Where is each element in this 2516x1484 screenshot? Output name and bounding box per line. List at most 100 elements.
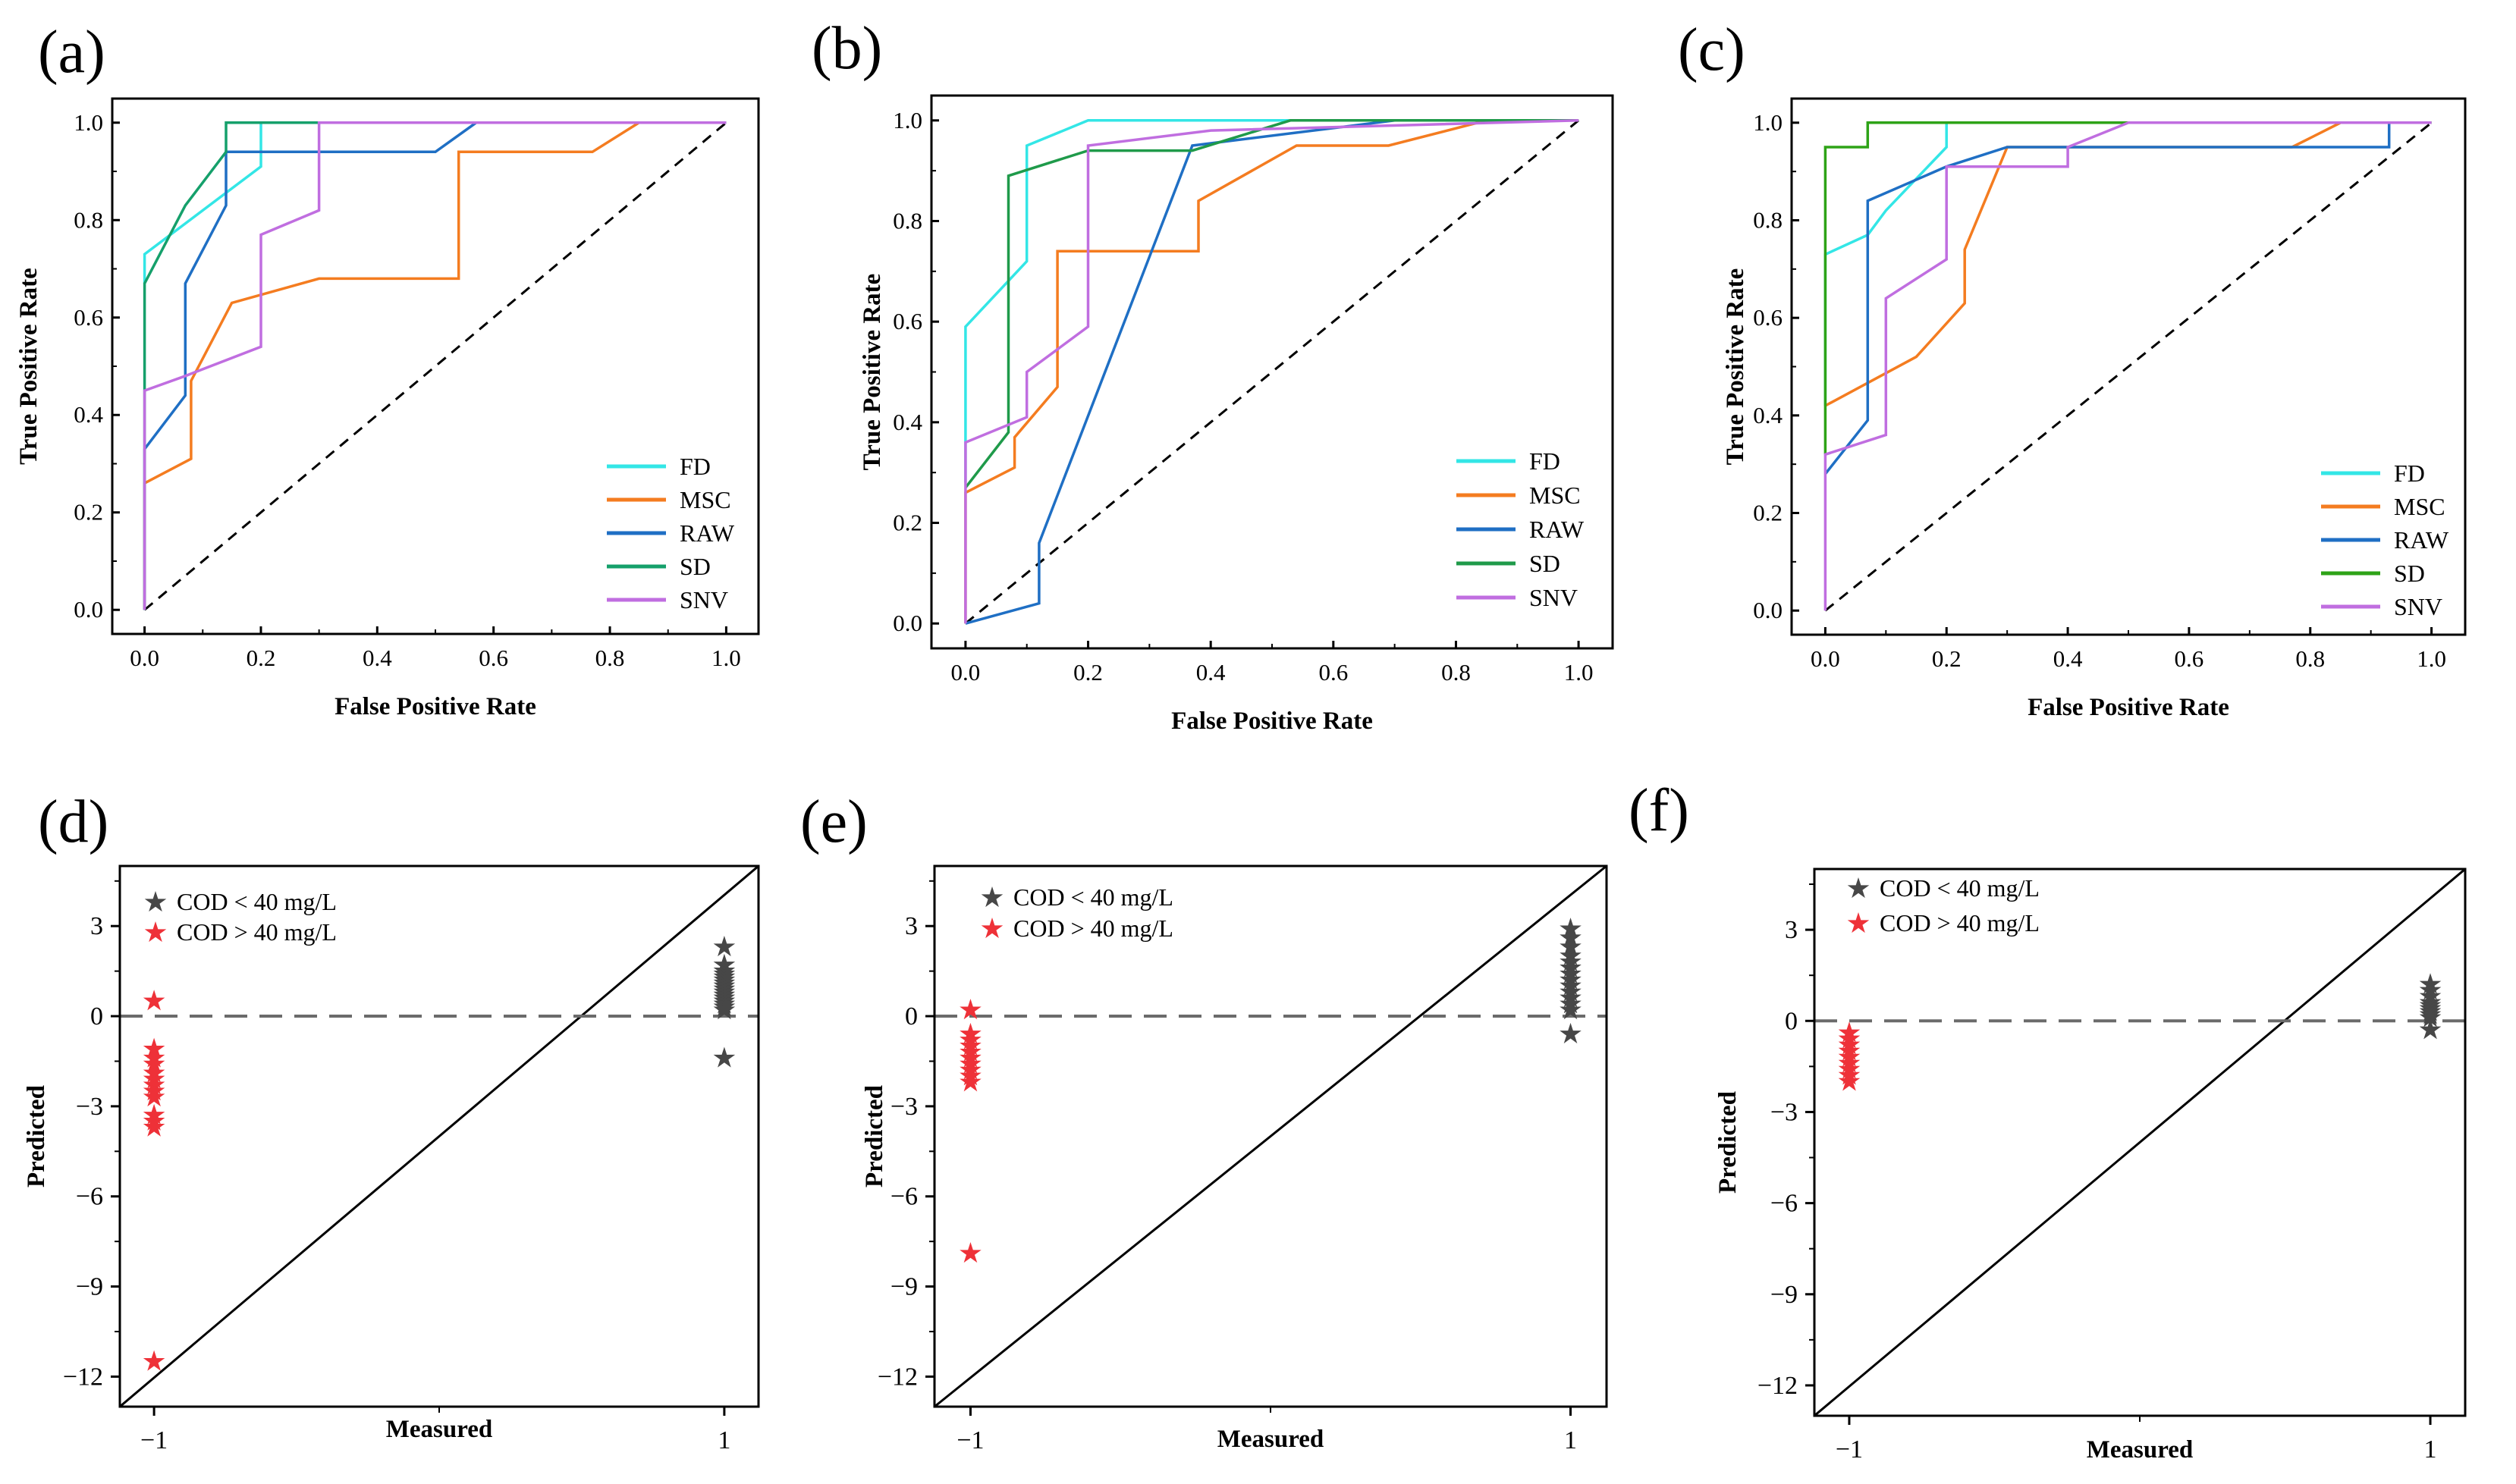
y-tick-label: 3 <box>90 912 103 940</box>
x-tick-label: 1.0 <box>711 645 741 671</box>
panel-c: (c) 0.0 0.2 0.4 0.6 0.8 1.0 0.0 0.2 0.4 0.6 0.8 1.0 F… <box>1678 17 2467 721</box>
legend-label-raw: RAW <box>680 519 735 547</box>
y-tick-label: 0.2 <box>74 499 103 526</box>
x-tick-label: −1 <box>1836 1435 1863 1464</box>
x-tick-label: 0.0 <box>951 659 981 686</box>
legend-label-snv: SNV <box>680 586 728 613</box>
plot-area <box>143 121 727 611</box>
legend-label-low: COD < 40 mg/L <box>1013 883 1173 911</box>
legend-label-msc: MSC <box>1529 482 1581 509</box>
x-axis-title: Measured <box>2087 1436 2194 1464</box>
y-tick-label: 3 <box>1785 916 1798 944</box>
legend-label-high: COD > 40 mg/L <box>177 918 337 946</box>
x-tick-label: 0.6 <box>479 645 508 671</box>
y-axis-title: Predicted <box>23 1085 50 1188</box>
x-tick-label: 0.4 <box>1196 659 1226 686</box>
y-tick-label: 0.6 <box>74 304 103 331</box>
y-tick-label: −9 <box>76 1273 103 1301</box>
legend-label-raw: RAW <box>1529 516 1585 543</box>
plot-area <box>1814 869 2465 1416</box>
plot-area <box>120 866 759 1407</box>
plot-frame <box>930 94 1614 650</box>
legend-label-sd: SD <box>2394 560 2425 587</box>
y-tick-label: 0.0 <box>1753 597 1783 623</box>
x-axis-title: False Positive Rate <box>1171 707 1373 735</box>
y-tick-label: 0.8 <box>74 206 103 233</box>
x-tick-label: 1 <box>1564 1426 1577 1454</box>
y-tick-label: −6 <box>1770 1190 1798 1218</box>
panel-label: (c) <box>1678 17 1745 83</box>
x-tick-label: 0.4 <box>2053 645 2083 672</box>
panel-f: (f) −1 1 3 0 −3 −6 −9 −12 Measured Predicted COD < … <box>1629 777 2467 1464</box>
y-axis-title: Predicted <box>1714 1091 1742 1194</box>
y-tick-label: 1.0 <box>893 107 922 133</box>
y-tick-label: 0.2 <box>1753 500 1783 526</box>
series-line-snv <box>1823 121 2432 611</box>
x-tick-label: 0.4 <box>363 645 392 671</box>
legend: COD < 40 mg/L COD > 40 mg/L <box>981 883 1173 942</box>
series-line-sd <box>143 121 727 610</box>
y-tick-label: −3 <box>1770 1098 1798 1126</box>
legend-label-high: COD > 40 mg/L <box>1880 909 2040 937</box>
y-tick-label: 0 <box>1785 1007 1798 1035</box>
y-tick-label: 0.4 <box>893 409 922 435</box>
legend-label-fd: FD <box>2394 460 2425 487</box>
panel-b: (b) 0.0 0.2 0.4 0.6 0.8 1.0 0.0 0.2 0.4 0.6 0.8 1.0 F… <box>812 15 1614 735</box>
y-tick-label: 0.8 <box>1753 206 1783 233</box>
x-tick-label: 0.0 <box>130 645 159 671</box>
panel-label: (b) <box>812 15 882 82</box>
legend-marker-high <box>144 921 167 943</box>
y-tick-label: 0.6 <box>893 308 922 334</box>
legend-label-sd: SD <box>680 553 711 580</box>
panel-label: (a) <box>38 19 105 86</box>
series-line-msc <box>1824 121 2432 407</box>
legend-label-snv: SNV <box>2394 593 2442 620</box>
x-axis-title: Measured <box>386 1416 493 1443</box>
panel-a: (a) 0.0 0.2 0.4 0.6 0.8 1.0 0.0 0.2 0.4 0.6 0.8 1.0 F… <box>15 19 760 720</box>
y-tick-label: 1.0 <box>74 109 103 136</box>
x-axis-title: False Positive Rate <box>2028 694 2229 721</box>
point-low-0 <box>713 935 736 957</box>
legend: FD MSC RAW SD SNV <box>607 453 735 613</box>
x-tick-label: 0.0 <box>1811 645 1840 672</box>
y-tick-label: 0.4 <box>1753 402 1783 428</box>
point-high-12 <box>143 1350 165 1371</box>
y-tick-label: 0.0 <box>74 596 103 623</box>
x-tick-label: 0.8 <box>2295 645 2325 672</box>
y-tick-label: 0.2 <box>893 510 922 536</box>
x-tick-label: 0.6 <box>2175 645 2204 672</box>
x-tick-label: 0.8 <box>595 645 625 671</box>
y-tick-label: −12 <box>1757 1372 1798 1400</box>
x-tick-label: −1 <box>956 1426 984 1454</box>
series-line-snv <box>143 121 727 610</box>
panel-e: (e) −1 1 3 0 −3 −6 −9 −12 Measured Predicted COD < … <box>800 789 1608 1454</box>
y-tick-label: −6 <box>890 1183 918 1211</box>
y-axis-title: True Positive Rate <box>1722 268 1749 466</box>
legend-label-low: COD < 40 mg/L <box>1880 874 2040 902</box>
x-tick-label: 0.2 <box>1932 645 1962 672</box>
x-tick-label: 1 <box>718 1426 730 1454</box>
chance-diagonal <box>1824 121 2433 612</box>
panel-d: (d) −1 1 3 0 −3 −6 −9 −12 Measured Predicted COD < … <box>23 789 760 1454</box>
point-low-13 <box>1560 1022 1582 1043</box>
series-line-msc <box>964 119 1579 624</box>
y-axis-title: Predicted <box>861 1085 888 1188</box>
chance-diagonal <box>964 119 1580 625</box>
series-line-snv <box>964 119 1579 624</box>
x-tick-label: 0.8 <box>1441 659 1471 686</box>
y-tick-label: 0 <box>905 1002 918 1031</box>
x-tick-label: 0.2 <box>1073 659 1103 686</box>
y-tick-label: −9 <box>890 1273 918 1301</box>
y-tick-label: −3 <box>76 1093 103 1121</box>
legend-label-fd: FD <box>1529 447 1560 475</box>
y-tick-label: 3 <box>905 912 918 940</box>
y-axis-title: True Positive Rate <box>859 274 886 471</box>
legend: FD MSC RAW SD SNV <box>1456 447 1585 611</box>
legend: COD < 40 mg/L COD > 40 mg/L <box>144 888 337 946</box>
legend-label-sd: SD <box>1529 550 1560 577</box>
y-tick-label: 0.4 <box>74 401 103 428</box>
panel-label: (e) <box>800 789 868 855</box>
panel-label: (d) <box>38 789 108 855</box>
legend-marker-high <box>1847 912 1870 933</box>
series-line-fd <box>143 121 727 284</box>
